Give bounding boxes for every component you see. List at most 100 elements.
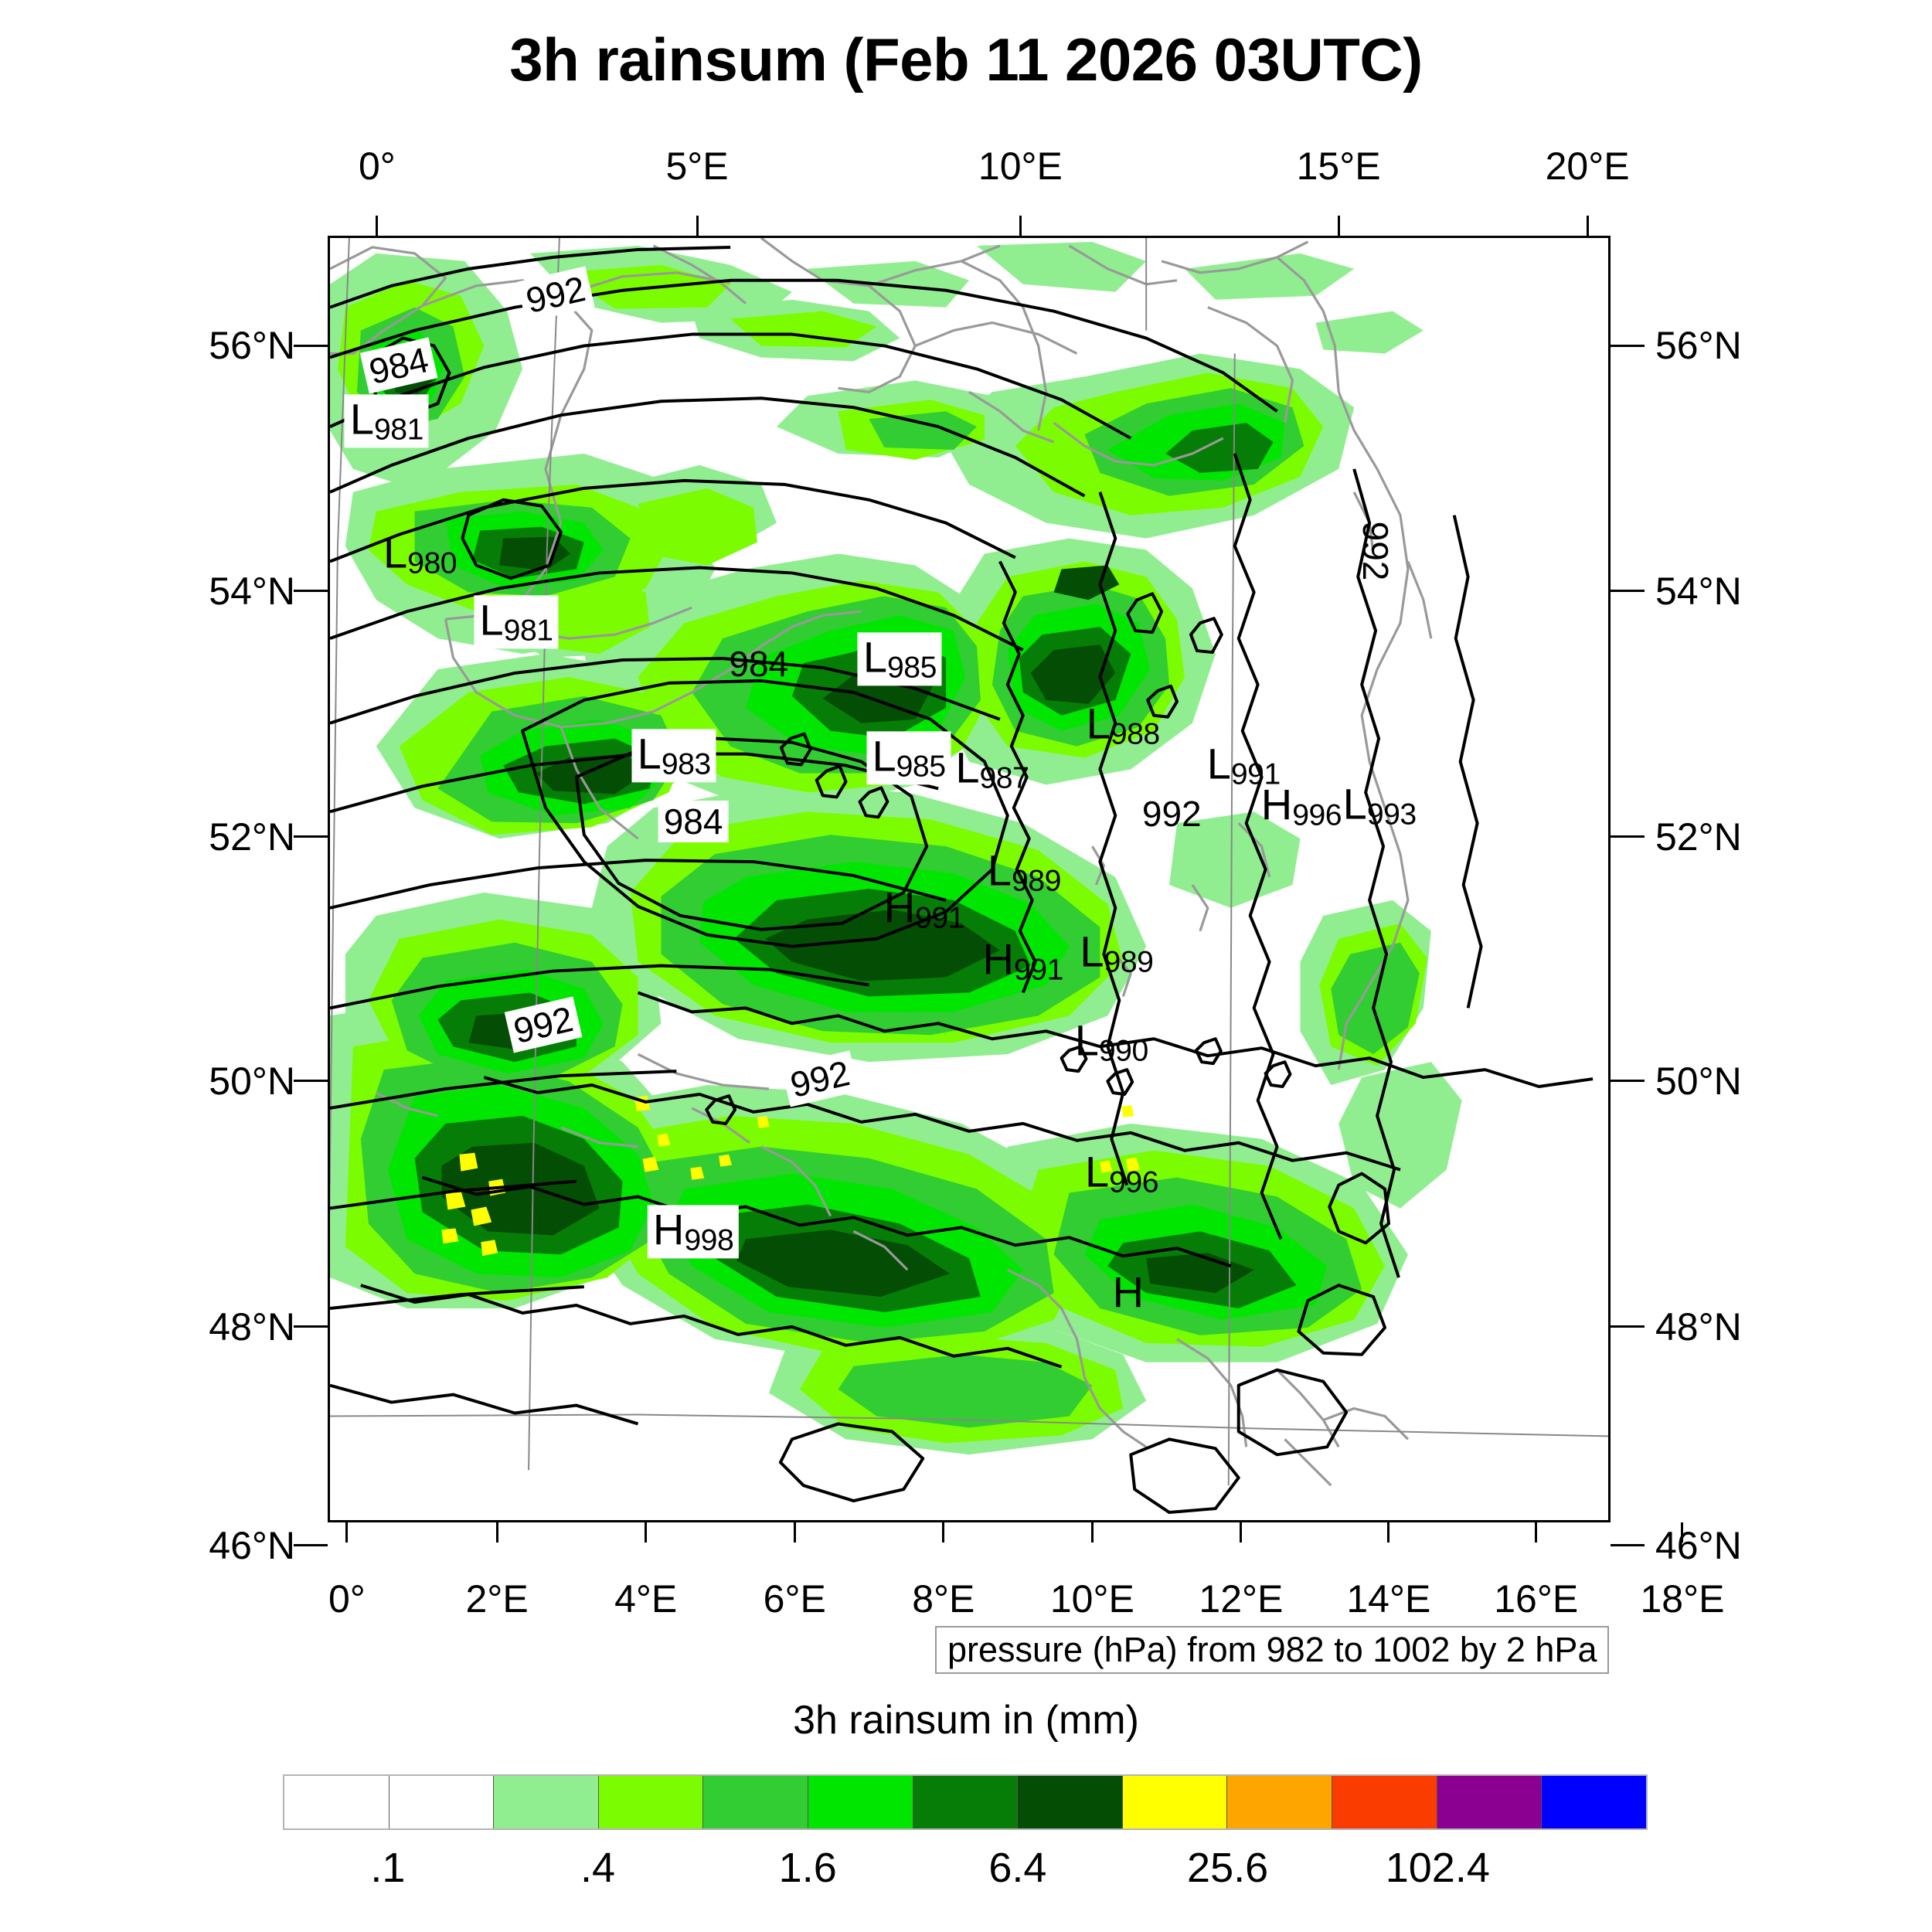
colorbar-segment-3[interactable] [598,1776,704,1828]
pressure-center-h-edge: H [1112,1267,1145,1318]
pressure-center-value: 996 [1292,798,1342,832]
pressure-center-type: H [1112,1267,1145,1317]
pressure-center-h991-b: H991 [983,937,1064,987]
colorbar-segment-7[interactable] [1018,1776,1123,1828]
pressure-center-value: 991 [1230,757,1281,791]
ytick-right-label-2: 52°N [1655,815,1742,859]
ytick-left-mark-5 [294,1544,328,1547]
contour-label-c984-mid: 984 [729,644,789,685]
ytick-left-mark-0 [294,344,328,347]
xtick-bottom-mark-2 [645,1522,648,1543]
pressure-center-l996: L996 [1085,1150,1159,1198]
colorbar-label-0: .1 [370,1845,406,1891]
pressure-legend-text: pressure (hPa) from 982 to 1002 by 2 hPa [947,1630,1597,1669]
pressure-center-type: L [1342,778,1367,828]
colorbar-segment-6[interactable] [913,1776,1019,1828]
xtick-bottom-label-1: 2°E [465,1577,529,1621]
pressure-center-value: 998 [684,1223,734,1257]
xtick-bottom-mark-9 [1681,1522,1684,1543]
ytick-left-label-2: 52°N [209,815,295,859]
xtick-top-mark-1 [696,216,699,236]
isobar-layer [330,245,1594,1515]
colorbar-title: 3h rainsum in (mm) [793,1698,1139,1743]
xtick-bottom-mark-8 [1535,1522,1538,1543]
pressure-center-l989-s: L989 [1080,927,1154,978]
pressure-legend-note: pressure (hPa) from 982 to 1002 by 2 hPa [935,1626,1609,1674]
ytick-left-label-4: 48°N [209,1304,295,1349]
colorbar-segment-11[interactable] [1437,1776,1543,1828]
pressure-center-value: 985 [886,651,937,685]
ytick-left-label-3: 50°N [209,1059,295,1103]
pressure-center-value: 987 [979,761,1029,795]
map-canvas [330,238,1608,1515]
ytick-left-mark-2 [294,835,328,838]
xtick-bottom-label-3: 6°E [763,1577,826,1621]
pressure-center-l988: L988 [1087,702,1161,751]
pressure-center-type: L [1206,739,1231,788]
pressure-center-type: L [987,845,1012,895]
colorbar-segment-2[interactable] [494,1776,599,1828]
graticule [330,238,1608,1486]
xtick-top-mark-2 [1019,216,1022,236]
ytick-right-label-1: 54°N [1655,569,1742,613]
colorbar-segment-10[interactable] [1332,1776,1437,1828]
xtick-top-label-4: 20°E [1545,145,1630,188]
colorbar-segment-1[interactable] [389,1776,495,1828]
contour-label-c992-vert: 992 [1355,521,1396,581]
pressure-center-l980: L980 [383,531,457,580]
xtick-bottom-mark-5 [1090,1522,1094,1543]
pressure-center-type: L [872,731,896,781]
pressure-center-value: 980 [407,546,457,580]
xtick-bottom-label-7: 14°E [1346,1577,1431,1621]
pressure-center-value: 988 [1110,717,1160,751]
ytick-right-label-4: 48°N [1655,1304,1742,1349]
xtick-bottom-mark-1 [495,1522,498,1543]
colorbar-label-5: 102.4 [1385,1845,1490,1891]
ytick-right-label-3: 50°N [1655,1059,1742,1103]
xtick-bottom-label-2: 4°E [614,1577,678,1621]
pressure-center-h996: H996 [1260,780,1342,832]
page-title: 3h rainsum (Feb 11 2026 03UTC) [509,26,1423,94]
pressure-center-value: 991 [915,901,965,935]
colorbar-segment-5[interactable] [808,1776,913,1828]
colorbar-segment-9[interactable] [1227,1776,1333,1828]
pressure-center-value: 991 [1014,953,1063,987]
colorbar-label-4: 25.6 [1187,1845,1269,1891]
xtick-bottom-label-9: 18°E [1640,1577,1725,1621]
pressure-center-type: H [1260,780,1293,829]
pressure-center-type: L [1080,927,1104,976]
ytick-left-mark-1 [294,590,328,593]
pressure-center-type: L [637,729,662,778]
colorbar-label-2: 1.6 [778,1845,837,1891]
pressure-center-value: 989 [1012,864,1061,898]
colorbar-segment-8[interactable] [1122,1776,1228,1828]
pressure-center-l983: L983 [631,729,716,783]
ytick-left-label-5: 46°N [209,1523,295,1567]
ytick-right-mark-0 [1611,344,1645,347]
pressure-center-value: 981 [503,613,553,647]
colorbar[interactable] [283,1774,1648,1830]
colorbar-segment-12[interactable] [1542,1776,1646,1828]
pressure-center-type: H [652,1205,685,1254]
xtick-bottom-mark-0 [345,1522,349,1543]
ytick-right-mark-5 [1611,1544,1645,1547]
colorbar-tick-labels: .1 .4 1.6 6.4 25.6 102.4 [283,1844,1648,1898]
xtick-top-label-0: 0° [359,145,396,188]
precip-shading [330,241,1462,1455]
pressure-center-value: 990 [1098,1034,1148,1068]
coastline-layer [330,238,1433,1487]
ytick-right-mark-1 [1611,590,1645,593]
pressure-center-l990: L990 [1075,1019,1149,1068]
colorbar-segment-0[interactable] [284,1776,389,1828]
pressure-center-h998: H998 [647,1205,740,1259]
pressure-center-l991-e: L991 [1206,739,1281,791]
xtick-top-mark-0 [376,216,379,236]
pressure-center-type: L [1074,1015,1099,1065]
pressure-center-value: 981 [373,413,423,447]
xtick-bottom-mark-3 [793,1522,796,1543]
pressure-center-l987: L987 [955,746,1029,795]
colorbar-segment-4[interactable] [703,1776,809,1828]
xtick-bottom-label-6: 12°E [1199,1577,1284,1621]
pressure-center-value: 985 [896,750,946,784]
pressure-center-type: L [862,632,887,682]
